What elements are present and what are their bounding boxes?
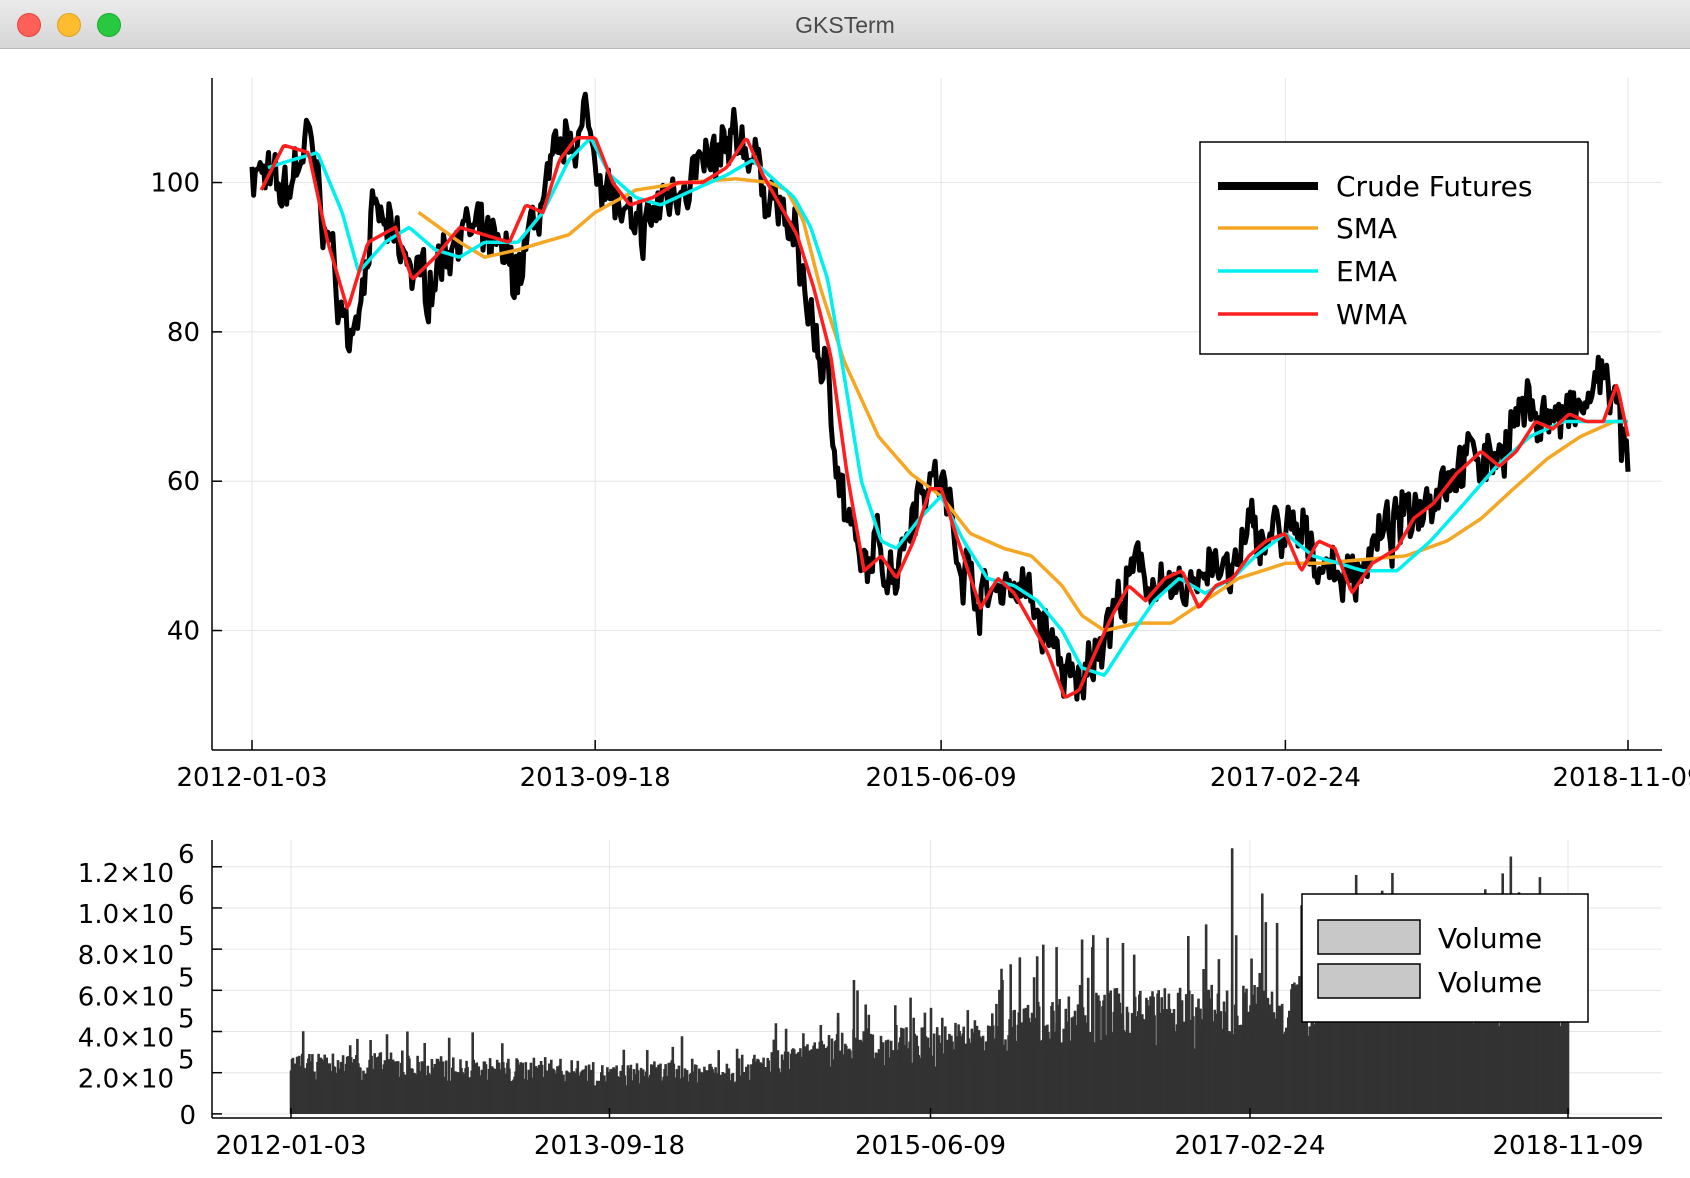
volume-xtick-label-1: 2013-09-18 <box>534 1131 685 1161</box>
price-legend: Crude Futures SMA EMA WMA <box>1199 141 1589 355</box>
volume-chart: 02.0×1054.0×1056.0×1058.0×1051.0×1061.2×… <box>78 840 1662 1161</box>
volume-ytick-label-4: 8.0×10 <box>78 941 174 971</box>
volume-ytick-exponent-4: 5 <box>178 922 195 952</box>
volume-ytick-exponent-2: 5 <box>178 1005 195 1035</box>
price-series-group <box>249 91 1631 702</box>
price-xtick-label-0: 2012-01-03 <box>176 763 327 793</box>
price-legend-box <box>1199 141 1589 355</box>
volume-ytick-label-3: 6.0×10 <box>78 982 174 1012</box>
legend-label-wma: WMA <box>1336 298 1407 331</box>
price-ytick-label-1: 60 <box>167 467 200 497</box>
volume-ytick-label-1: 2.0×10 <box>78 1065 174 1095</box>
price-xtick-label-1: 2013-09-18 <box>520 763 671 793</box>
price-line-sma <box>417 177 1629 633</box>
price-ytick-label-0: 40 <box>167 617 200 647</box>
legend-label-volume-2: Volume <box>1438 966 1542 999</box>
volume-ytick-exponent-3: 5 <box>178 963 195 993</box>
price-xtick-label-4: 2018-11-09 <box>1552 763 1690 793</box>
volume-legend-box <box>1301 893 1589 1023</box>
price-ytick-label-2: 80 <box>167 318 200 348</box>
legend-label-sma: SMA <box>1336 212 1397 245</box>
legend-label-price: Crude Futures <box>1336 170 1532 203</box>
price-xtick-label-3: 2017-02-24 <box>1210 763 1361 793</box>
minimize-button[interactable] <box>57 13 81 37</box>
volume-xtick-label-4: 2018-11-09 <box>1492 1131 1643 1161</box>
volume-ytick-label-5: 1.0×10 <box>78 900 174 930</box>
price-xtick-label-2: 2015-06-09 <box>866 763 1017 793</box>
volume-legend: Volume Volume <box>1301 893 1589 1023</box>
price-line-wma <box>259 135 1630 699</box>
legend-label-volume-1: Volume <box>1438 922 1542 955</box>
window-title: GKSTerm <box>795 12 895 38</box>
volume-xtick-label-3: 2017-02-24 <box>1174 1131 1325 1161</box>
legend-label-ema: EMA <box>1336 255 1397 288</box>
close-button[interactable] <box>17 13 41 37</box>
price-ytick-label-3: 100 <box>150 169 200 199</box>
volume-ytick-label-6: 1.2×10 <box>78 859 174 889</box>
volume-xtick-label-0: 2012-01-03 <box>215 1131 366 1161</box>
volume-axes: 02.0×1054.0×1056.0×1058.0×1051.0×1061.2×… <box>78 840 1662 1161</box>
volume-xtick-label-2: 2015-06-09 <box>855 1131 1006 1161</box>
volume-ytick-label-2: 4.0×10 <box>78 1024 174 1054</box>
volume-ytick-label-0: 0 <box>179 1101 196 1131</box>
price-axes: 40 60 80 100 2012-01-03 2013-09-18 2015-06-09 2… <box>150 78 1690 793</box>
title-bar[interactable]: GKSTerm <box>0 0 1690 49</box>
volume-ytick-exponent-5: 6 <box>178 881 195 911</box>
volume-ytick-exponent-1: 5 <box>178 1046 195 1076</box>
zoom-button[interactable] <box>97 13 121 37</box>
price-chart: 40 60 80 100 2012-01-03 2013-09-18 2015-06-09 2… <box>150 78 1690 793</box>
volume-ytick-exponent-6: 6 <box>178 840 195 870</box>
legend-swatch-volume-1 <box>1317 919 1421 955</box>
legend-swatch-volume-2 <box>1317 963 1421 999</box>
